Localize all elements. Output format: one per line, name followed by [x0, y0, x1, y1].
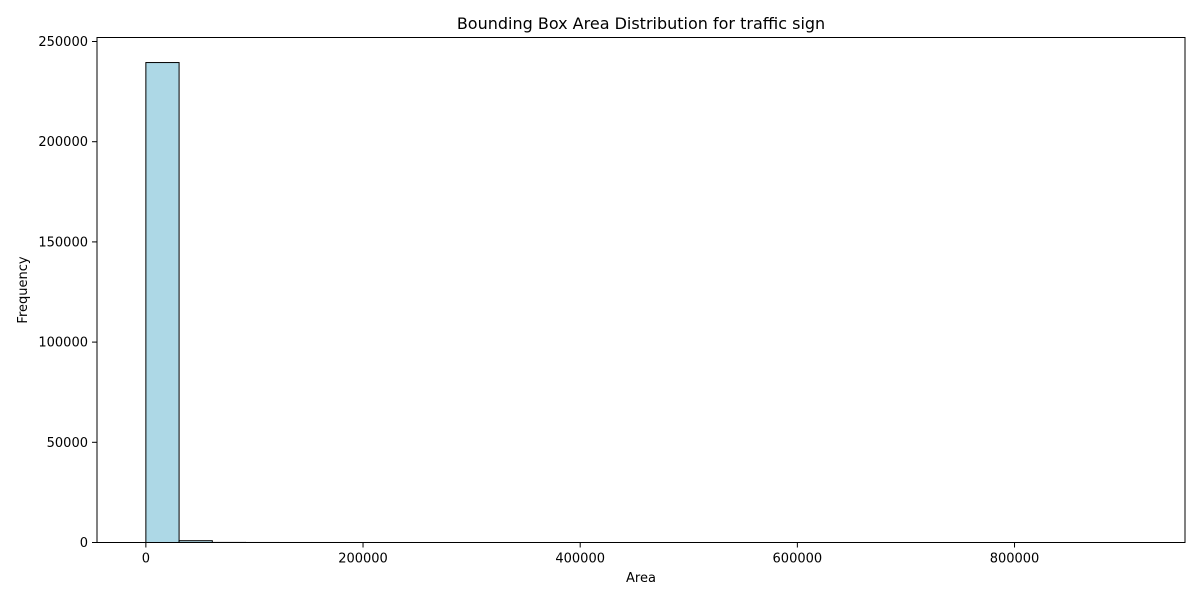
x-tick-label: 400000 — [555, 552, 605, 567]
y-tick-label: 0 — [80, 536, 88, 551]
y-tick-label: 50000 — [47, 436, 88, 451]
chart-title: Bounding Box Area Distribution for traff… — [457, 14, 825, 33]
y-tick-label: 250000 — [38, 35, 88, 50]
x-axis-label: Area — [626, 571, 656, 586]
x-axis-ticks: 0 200000 400000 600000 800000 — [142, 542, 1040, 567]
y-tick-label: 100000 — [38, 336, 88, 351]
x-tick-label: 800000 — [990, 552, 1040, 567]
x-tick-label: 0 — [142, 552, 150, 567]
y-tick-label: 150000 — [38, 235, 88, 250]
y-tick-label: 200000 — [38, 135, 88, 150]
x-tick-label: 600000 — [773, 552, 823, 567]
x-tick-label: 200000 — [338, 552, 388, 567]
plot-frame — [96, 37, 1186, 543]
bars-group — [145, 62, 1144, 544]
histogram-bar — [145, 62, 180, 544]
y-axis-ticks: 0 50000 100000 150000 200000 250000 — [38, 35, 97, 551]
y-axis-label: Frequency — [16, 256, 31, 323]
